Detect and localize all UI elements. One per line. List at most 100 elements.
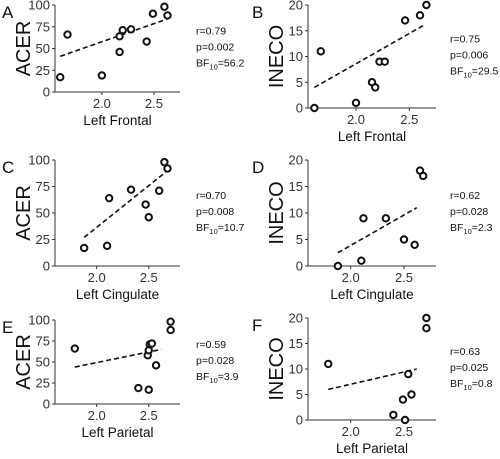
data-point [70, 344, 79, 353]
x-tick-label: 2.0 [88, 408, 106, 423]
y-tick-label: 0 [43, 397, 50, 412]
bf-value: =29.5 [472, 66, 499, 78]
data-point [160, 157, 169, 167]
data-point [147, 339, 157, 348]
bf-prefix: BF [450, 66, 463, 78]
stat-p: p=0.006 [450, 50, 488, 62]
y-axis-label: ACER [13, 185, 35, 241]
stat-r: r=0.59 [196, 339, 226, 351]
x-tick-label: 2.5 [140, 408, 158, 423]
y-tick-label: 0 [296, 259, 303, 274]
data-point [126, 25, 136, 34]
bf-prefix: BF [196, 371, 209, 383]
panel-letter: A [2, 3, 14, 22]
data-point [419, 171, 428, 181]
data-point [422, 324, 431, 333]
y-axis-label: ACER [13, 334, 35, 390]
regression-line [337, 207, 418, 254]
y-tick-label: 0 [43, 259, 50, 274]
data-point [56, 73, 65, 82]
stat-bf: BF10=56.2 [196, 58, 244, 72]
stat-bf: BF10=2.3 [450, 222, 493, 236]
data-point [163, 11, 172, 20]
y-tick-label: 0 [296, 413, 303, 428]
stat-p: p=0.028 [450, 206, 488, 218]
panel-letter: E [2, 318, 13, 337]
bf-value: =3.9 [218, 371, 239, 383]
stat-r: r=0.79 [196, 26, 226, 38]
y-tick-label: 10 [289, 206, 303, 221]
data-point [115, 47, 124, 57]
data-point [310, 103, 319, 113]
bf-prefix: BF [450, 222, 463, 234]
data-point [144, 385, 153, 394]
panel-letter: D [252, 158, 264, 177]
data-point [144, 213, 153, 222]
data-point [151, 361, 161, 370]
bf-subscript: 10 [209, 227, 217, 236]
data-point [398, 395, 408, 404]
data-point [166, 325, 175, 335]
data-point [154, 186, 164, 195]
data-point [333, 261, 343, 271]
y-tick-label: 5 [296, 232, 303, 247]
data-point [97, 71, 107, 80]
y-axis-label: INECO [266, 181, 288, 244]
panel-letter: F [252, 316, 262, 335]
x-tick-label: 2.0 [88, 270, 106, 285]
x-axis-label: Left Parietal [81, 425, 153, 440]
data-point [142, 37, 151, 46]
data-point [104, 193, 114, 203]
y-tick-label: 0 [43, 85, 50, 100]
y-tick-label: 100 [28, 0, 50, 13]
bf-prefix: BF [450, 378, 463, 390]
y-tick-label: 15 [289, 336, 303, 351]
bf-prefix: BF [196, 58, 209, 70]
panel-letter: B [252, 3, 263, 22]
y-tick-label: 25 [36, 63, 50, 78]
bf-subscript: 10 [463, 383, 471, 392]
stat-bf: BF10=0.8 [450, 378, 493, 392]
bf-subscript: 10 [463, 71, 471, 80]
regression-line [83, 169, 169, 239]
data-point [118, 26, 127, 35]
data-point [359, 214, 368, 223]
data-point [380, 57, 389, 66]
x-tick-label: 2.0 [342, 424, 360, 439]
y-tick-label: 25 [36, 232, 50, 247]
stat-bf: BF10=10.7 [196, 222, 244, 236]
bf-subscript: 10 [209, 63, 217, 72]
stat-bf: BF10=29.5 [450, 66, 498, 80]
y-tick-label: 100 [28, 313, 50, 328]
data-point [404, 369, 413, 379]
bf-value: =2.3 [472, 222, 493, 234]
data-point [407, 390, 416, 399]
y-tick-label: 25 [36, 376, 50, 391]
y-tick-label: 15 [289, 179, 303, 194]
x-tick-label: 2.5 [145, 96, 163, 111]
y-tick-label: 50 [36, 206, 50, 221]
x-axis-label: Left Cingulate [76, 287, 159, 302]
panel-c: C ACER 0 25 50 75 100 2.0 2.5 Left Cingulate r=0.7… [2, 153, 244, 303]
regression-line [59, 18, 168, 58]
data-point [410, 240, 419, 250]
stat-p: p=0.002 [196, 42, 234, 54]
data-point [63, 30, 72, 39]
stat-r: r=0.63 [450, 346, 480, 358]
y-tick-label: 0 [296, 101, 303, 116]
x-axis-label: Left Frontal [338, 129, 406, 144]
x-tick-label: 2.5 [400, 112, 418, 127]
y-axis-label: ACER [13, 21, 35, 77]
y-tick-label: 5 [296, 75, 303, 90]
stat-r: r=0.75 [450, 34, 480, 46]
data-point [102, 241, 112, 251]
y-tick-label: 100 [28, 153, 50, 168]
x-tick-label: 2.5 [140, 270, 158, 285]
data-point [148, 9, 158, 18]
stat-r: r=0.62 [450, 190, 480, 202]
